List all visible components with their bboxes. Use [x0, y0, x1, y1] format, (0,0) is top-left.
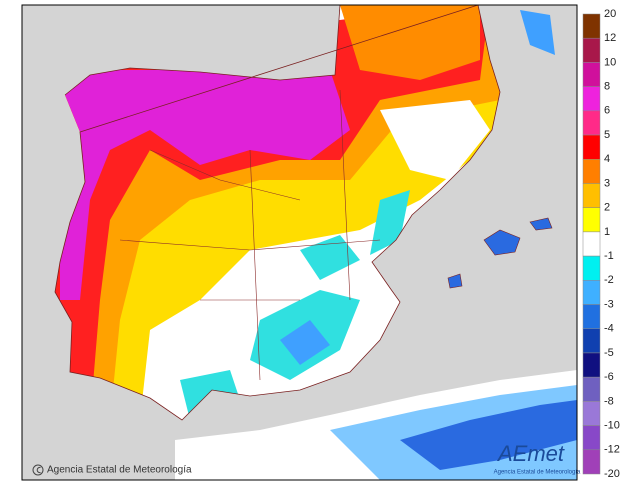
legend-swatch — [582, 13, 601, 39]
copyright-icon — [32, 464, 44, 476]
map: Agencia Estatal de Meteorología AEmet Ag… — [21, 4, 581, 481]
legend-swatch — [582, 134, 601, 160]
legend-swatch — [582, 304, 601, 329]
balearic-islands — [447, 217, 553, 289]
legend-label: -6 — [604, 371, 614, 383]
legend-label: -1 — [604, 250, 614, 262]
legend-label: -5 — [604, 347, 614, 359]
legend-label: 8 — [604, 81, 610, 93]
legend-label: 10 — [604, 56, 616, 68]
legend-swatch — [582, 352, 601, 378]
map-frame — [21, 4, 578, 481]
legend-swatch — [582, 183, 601, 208]
legend-swatch — [582, 401, 601, 426]
legend: 20 12 10 8 6 5 4 3 2 1 -1 -2 -3 -4 -5 -6 -8 -10 -12 -20 — [582, 8, 620, 480]
legend-label: -4 — [604, 323, 614, 335]
copyright-icon-c — [36, 466, 41, 474]
legend-label: -20 — [604, 468, 620, 480]
legend-label: 6 — [604, 105, 610, 117]
legend-swatch — [582, 425, 601, 451]
legend-label: -8 — [604, 395, 614, 407]
legend-label: -10 — [604, 419, 620, 431]
legend-swatch — [582, 62, 601, 87]
borders — [119, 89, 381, 381]
legend-swatch — [582, 255, 601, 281]
legend-swatch — [582, 37, 601, 63]
coastline — [54, 4, 501, 421]
legend-swatch — [582, 449, 601, 475]
legend-swatch — [582, 207, 601, 233]
logo-name: AEmet — [496, 441, 565, 466]
legend-label: 12 — [604, 32, 616, 44]
credit: Agencia Estatal de Meteorología — [47, 465, 192, 476]
logo-subtitle: Agencia Estatal de Meteorología — [494, 470, 581, 476]
legend-swatch — [582, 86, 601, 112]
legend-swatch — [582, 328, 601, 354]
legend-label: 2 — [604, 202, 610, 214]
legend-label: -3 — [604, 298, 614, 310]
legend-label: 20 — [604, 8, 616, 20]
legend-label: -2 — [604, 274, 614, 286]
legend-swatch — [582, 376, 601, 402]
legend-swatch — [582, 231, 601, 257]
legend-swatch — [582, 280, 601, 305]
legend-label: 1 — [604, 226, 610, 238]
legend-label: 4 — [604, 153, 610, 165]
mediterranean-cool — [520, 10, 555, 55]
africa-cold — [400, 400, 577, 470]
legend-label: -12 — [604, 444, 620, 456]
legend-label: 5 — [604, 129, 610, 141]
legend-swatch — [582, 159, 601, 184]
legend-label: 3 — [604, 177, 610, 189]
legend-swatch — [582, 110, 601, 136]
